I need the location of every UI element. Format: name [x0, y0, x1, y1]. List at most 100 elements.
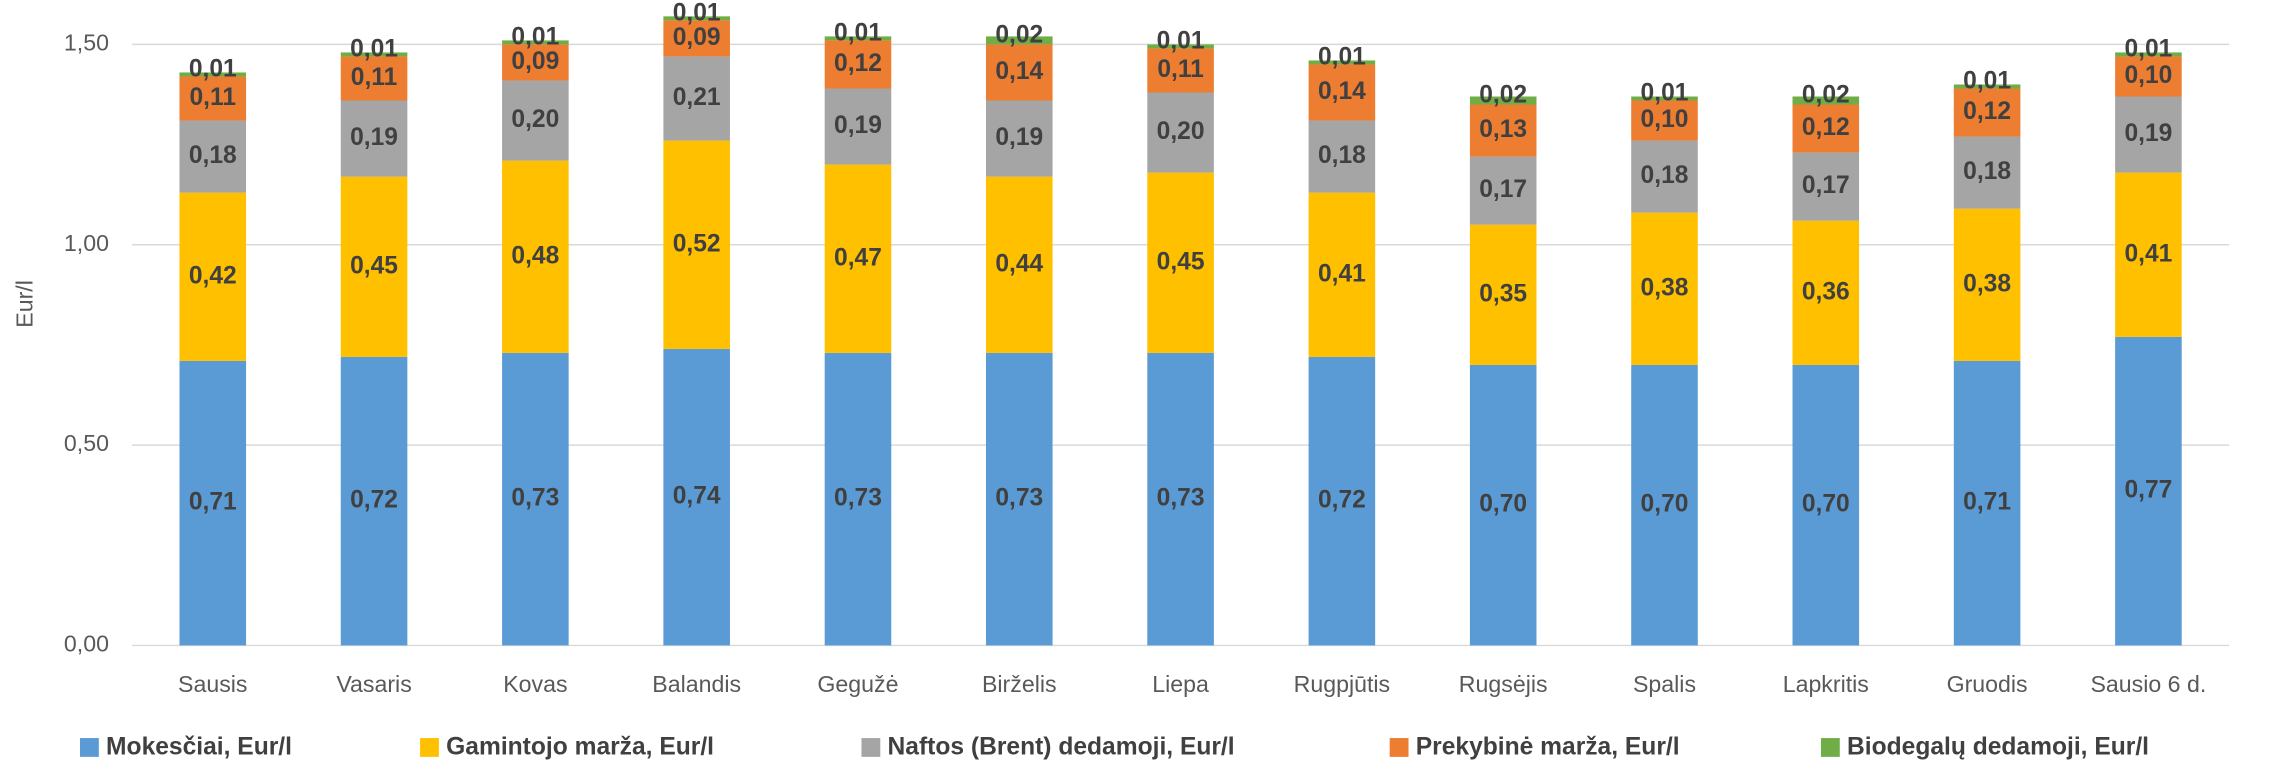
- bar-segment: [179, 360, 247, 646]
- data-label: 0,45: [1157, 248, 1205, 275]
- data-label: 0,38: [1641, 274, 1689, 301]
- data-label: 0,20: [511, 106, 559, 133]
- data-label: 0,38: [1963, 270, 2011, 297]
- bar-segment: [1792, 104, 1860, 153]
- bar-segment: [985, 100, 1053, 177]
- bar-segment: [179, 76, 247, 121]
- y-tick-label: 0,00: [64, 631, 109, 657]
- bar-segment: [985, 44, 1053, 101]
- bar-segment: [663, 16, 730, 21]
- bar-segment: [1953, 208, 2021, 361]
- y-tick-label: 1,50: [64, 30, 109, 56]
- data-label: 0,72: [350, 487, 398, 514]
- bar-segment: [1147, 352, 1214, 646]
- x-tick-label: Vasaris: [336, 671, 411, 697]
- data-label: 0,01: [1641, 80, 1689, 107]
- bar-segment: [1308, 356, 1376, 646]
- bar-segment: [1469, 364, 1537, 646]
- bar-segment: [1631, 364, 1698, 646]
- bar-segment: [663, 140, 730, 349]
- data-label: 0,01: [673, 0, 721, 27]
- data-label: 0,42: [189, 262, 237, 289]
- legend-label: Gamintojo marža, Eur/l: [446, 734, 714, 761]
- bar-segment: [340, 52, 408, 57]
- data-label: 0,09: [511, 48, 559, 75]
- bar-segment: [824, 88, 892, 165]
- data-label: 0,44: [995, 250, 1043, 277]
- x-tick-label: Rugpjūtis: [1294, 671, 1390, 697]
- bar-segment: [502, 40, 569, 45]
- bar-segment: [179, 120, 247, 193]
- bar-segment: [2115, 172, 2182, 337]
- bar-segment: [179, 192, 247, 361]
- legend-label: Prekybinė marža, Eur/l: [1416, 734, 1680, 761]
- bar-segment: [1631, 140, 1698, 213]
- bar-segment: [1953, 360, 2021, 646]
- data-label: 0,01: [1157, 28, 1205, 55]
- x-tick-label: Gegužė: [817, 671, 898, 697]
- data-label: 0,01: [834, 20, 882, 47]
- bar-segment: [1792, 96, 1860, 105]
- data-label: 0,02: [995, 22, 1043, 49]
- data-label: 0,12: [1802, 114, 1850, 141]
- bar-segment: [1469, 224, 1537, 365]
- y-tick-label: 0,50: [64, 430, 109, 456]
- bar-segment: [1147, 44, 1214, 49]
- bar-segment: [1631, 212, 1698, 365]
- x-tick-label: Rugsėjis: [1459, 671, 1548, 697]
- data-label: 0,01: [1318, 44, 1366, 71]
- data-label: 0,14: [1318, 78, 1366, 105]
- x-tick-label: Birželis: [982, 671, 1057, 697]
- bar-segment: [340, 356, 408, 646]
- data-label: 0,01: [1963, 68, 2011, 95]
- data-label: 0,12: [834, 50, 882, 77]
- bar-segment: [985, 352, 1053, 646]
- data-label: 0,01: [350, 36, 398, 63]
- data-label: 0,02: [1802, 82, 1850, 109]
- x-tick-label: Gruodis: [1947, 671, 2028, 697]
- bar-segment: [1631, 96, 1698, 101]
- bar-segment: [1308, 60, 1376, 65]
- bar-segment: [824, 352, 892, 646]
- data-label: 0,19: [350, 124, 398, 151]
- bar-segment: [1469, 96, 1537, 105]
- bar-segment: [1147, 48, 1214, 93]
- data-label: 0,02: [1479, 82, 1527, 109]
- data-label: 0,48: [511, 242, 559, 269]
- x-tick-label: Balandis: [652, 671, 741, 697]
- bar-segment: [1631, 100, 1698, 141]
- data-label: 0,18: [1641, 162, 1689, 189]
- x-tick-label: Spalis: [1633, 671, 1696, 697]
- data-label: 0,72: [1318, 487, 1366, 514]
- data-label: 0,73: [511, 485, 559, 512]
- bar-segment: [1792, 364, 1860, 646]
- bar-segment: [985, 176, 1053, 353]
- data-label: 0,71: [189, 489, 237, 516]
- data-label: 0,11: [351, 64, 398, 91]
- bar-segment: [824, 40, 892, 89]
- bar-segment: [1953, 136, 2021, 209]
- data-label: 0,70: [1641, 491, 1689, 518]
- data-label: 0,73: [995, 485, 1043, 512]
- bar-segment: [502, 160, 569, 353]
- data-label: 0,01: [2124, 36, 2172, 63]
- data-label: 0,41: [1318, 260, 1366, 287]
- data-label: 0,18: [1318, 142, 1366, 169]
- bar-segment: [824, 36, 892, 41]
- data-label: 0,12: [1963, 98, 2011, 125]
- bar-segment: [1469, 156, 1537, 225]
- y-axis-label: Eur/l: [12, 280, 38, 328]
- bar-segment: [2115, 96, 2182, 173]
- bar-segment: [1147, 92, 1214, 173]
- data-label: 0,35: [1479, 280, 1527, 307]
- data-label: 0,01: [511, 24, 559, 51]
- bar-segment: [340, 56, 408, 101]
- bar-segment: [502, 44, 569, 81]
- x-tick-label: Lapkritis: [1783, 671, 1869, 697]
- data-label: 0,73: [1157, 485, 1205, 512]
- bar-segment: [824, 164, 892, 353]
- data-label: 0,74: [673, 483, 721, 510]
- data-label: 0,13: [1479, 116, 1527, 143]
- legend-swatch: [80, 738, 99, 757]
- bar-segment: [2115, 52, 2182, 57]
